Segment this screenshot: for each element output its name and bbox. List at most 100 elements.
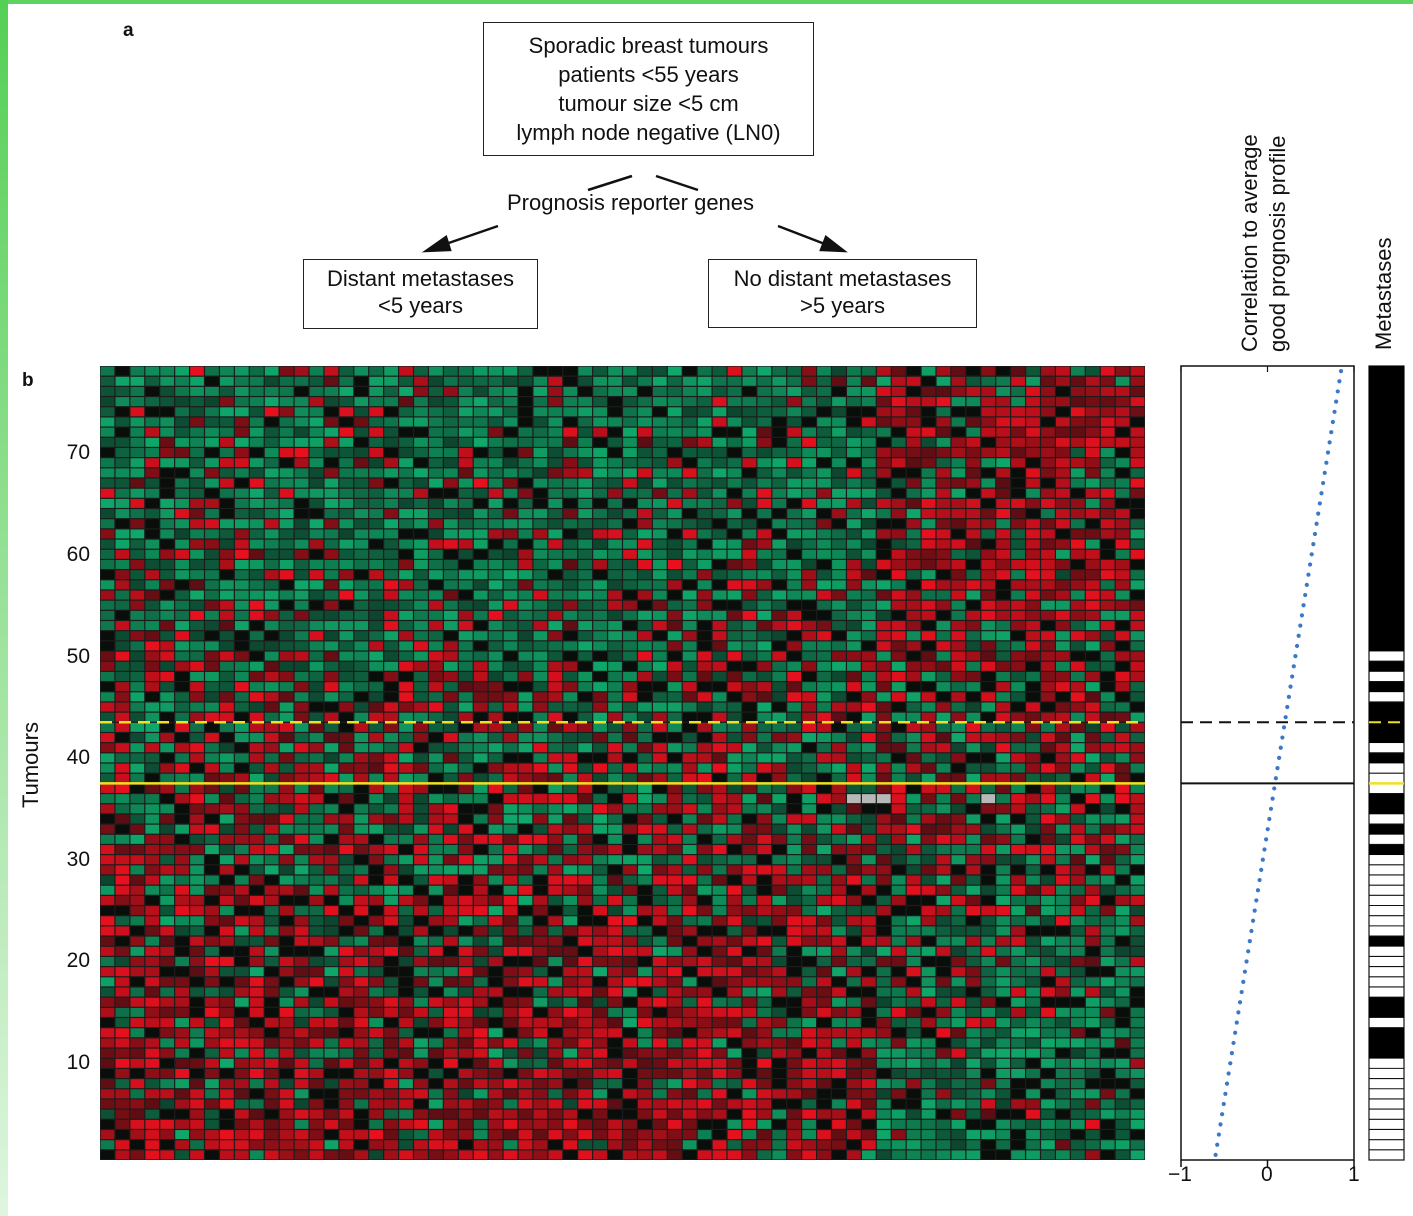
heatmap-cell xyxy=(728,540,742,549)
heatmap-cell xyxy=(952,519,966,528)
heatmap-cell xyxy=(937,601,951,610)
heatmap-cell xyxy=(1026,438,1040,447)
heatmap-cell xyxy=(250,448,264,457)
heatmap-cell xyxy=(862,631,876,640)
heatmap-cell xyxy=(101,448,115,457)
heatmap-cell xyxy=(519,621,533,630)
heatmap-cell xyxy=(384,753,398,762)
heatmap-cell xyxy=(280,407,294,416)
heatmap-cell xyxy=(922,641,936,650)
heatmap-cell xyxy=(608,906,622,915)
heatmap-cell xyxy=(1131,591,1145,600)
heatmap-cell xyxy=(474,753,488,762)
heatmap-cell xyxy=(489,631,503,640)
heatmap-cell xyxy=(966,784,980,793)
heatmap-cell xyxy=(325,1038,339,1047)
heatmap-cell xyxy=(966,641,980,650)
heatmap-cell xyxy=(623,377,637,386)
heatmap-cell xyxy=(220,652,234,661)
heatmap-cell xyxy=(683,1018,697,1027)
heatmap-cell xyxy=(757,468,771,477)
heatmap-cell xyxy=(802,641,816,650)
heatmap-cell xyxy=(489,519,503,528)
heatmap-cell xyxy=(1056,804,1070,813)
heatmap-cell xyxy=(1086,998,1100,1007)
heatmap-cell xyxy=(638,611,652,620)
heatmap-cell xyxy=(489,550,503,559)
heatmap-cell xyxy=(608,479,622,488)
heatmap-cell xyxy=(414,570,428,579)
heatmap-cell xyxy=(280,662,294,671)
heatmap-cell xyxy=(1056,926,1070,935)
heatmap-cell xyxy=(280,967,294,976)
heatmap-cell xyxy=(459,784,473,793)
heatmap-cell xyxy=(489,438,503,447)
heatmap-cell xyxy=(1071,479,1085,488)
heatmap-cell xyxy=(1026,906,1040,915)
heatmap-cell xyxy=(414,428,428,437)
heatmap-cell xyxy=(743,458,757,467)
heatmap-cell xyxy=(429,397,443,406)
heatmap-cell xyxy=(743,631,757,640)
heatmap-cell xyxy=(593,519,607,528)
heatmap-cell xyxy=(116,570,130,579)
heatmap-cell xyxy=(966,550,980,559)
heatmap-cell xyxy=(847,560,861,569)
heatmap-cell xyxy=(937,733,951,742)
heatmap-cell xyxy=(310,988,324,997)
heatmap-cell xyxy=(862,998,876,1007)
heatmap-cell xyxy=(683,652,697,661)
heatmap-cell xyxy=(966,815,980,824)
heatmap-cell xyxy=(981,672,995,681)
heatmap-cell xyxy=(175,1018,189,1027)
heatmap-cell xyxy=(981,652,995,661)
heatmap-cell xyxy=(1056,560,1070,569)
heatmap-cell xyxy=(160,540,174,549)
heatmap-cell xyxy=(160,876,174,885)
heatmap-cell xyxy=(623,570,637,579)
heatmap-cell xyxy=(996,428,1010,437)
heatmap-cell xyxy=(384,407,398,416)
heatmap-cell xyxy=(1131,855,1145,864)
heatmap-cell xyxy=(310,611,324,620)
heatmap-cell xyxy=(414,764,428,773)
heatmap-cell xyxy=(728,692,742,701)
heatmap-cell xyxy=(802,580,816,589)
heatmap-cell xyxy=(548,794,562,803)
heatmap-cell xyxy=(728,733,742,742)
heatmap-cell xyxy=(1101,926,1115,935)
heatmap-cell xyxy=(728,672,742,681)
heatmap-cell xyxy=(623,988,637,997)
heatmap-cell xyxy=(996,916,1010,925)
heatmap-cell xyxy=(952,896,966,905)
heatmap-cell xyxy=(145,458,159,467)
heatmap-cell xyxy=(1056,753,1070,762)
heatmap-cell xyxy=(1041,550,1055,559)
heatmap-cell xyxy=(578,519,592,528)
heatmap-cell xyxy=(519,916,533,925)
heatmap-cell xyxy=(757,916,771,925)
heatmap-cell xyxy=(145,1038,159,1047)
heatmap-cell xyxy=(399,774,413,783)
heatmap-cell xyxy=(981,876,995,885)
heatmap-cell xyxy=(116,652,130,661)
heatmap-cell xyxy=(1071,652,1085,661)
heatmap-cell xyxy=(444,682,458,691)
heatmap-cell xyxy=(877,367,891,376)
heatmap-cell xyxy=(743,387,757,396)
heatmap-cell xyxy=(130,641,144,650)
heatmap-cell xyxy=(1056,509,1070,518)
heatmap-cell xyxy=(339,692,353,701)
heatmap-cell xyxy=(1086,743,1100,752)
heatmap-cell xyxy=(937,418,951,427)
heatmap-cell xyxy=(593,926,607,935)
heatmap-cell xyxy=(877,428,891,437)
heatmap-cell xyxy=(489,804,503,813)
heatmap-cell xyxy=(817,916,831,925)
heatmap-cell xyxy=(116,418,130,427)
heatmap-cell xyxy=(190,540,204,549)
heatmap-cell xyxy=(160,1018,174,1027)
heatmap-cell xyxy=(638,815,652,824)
heatmap-cell xyxy=(325,458,339,467)
heatmap-cell xyxy=(877,570,891,579)
